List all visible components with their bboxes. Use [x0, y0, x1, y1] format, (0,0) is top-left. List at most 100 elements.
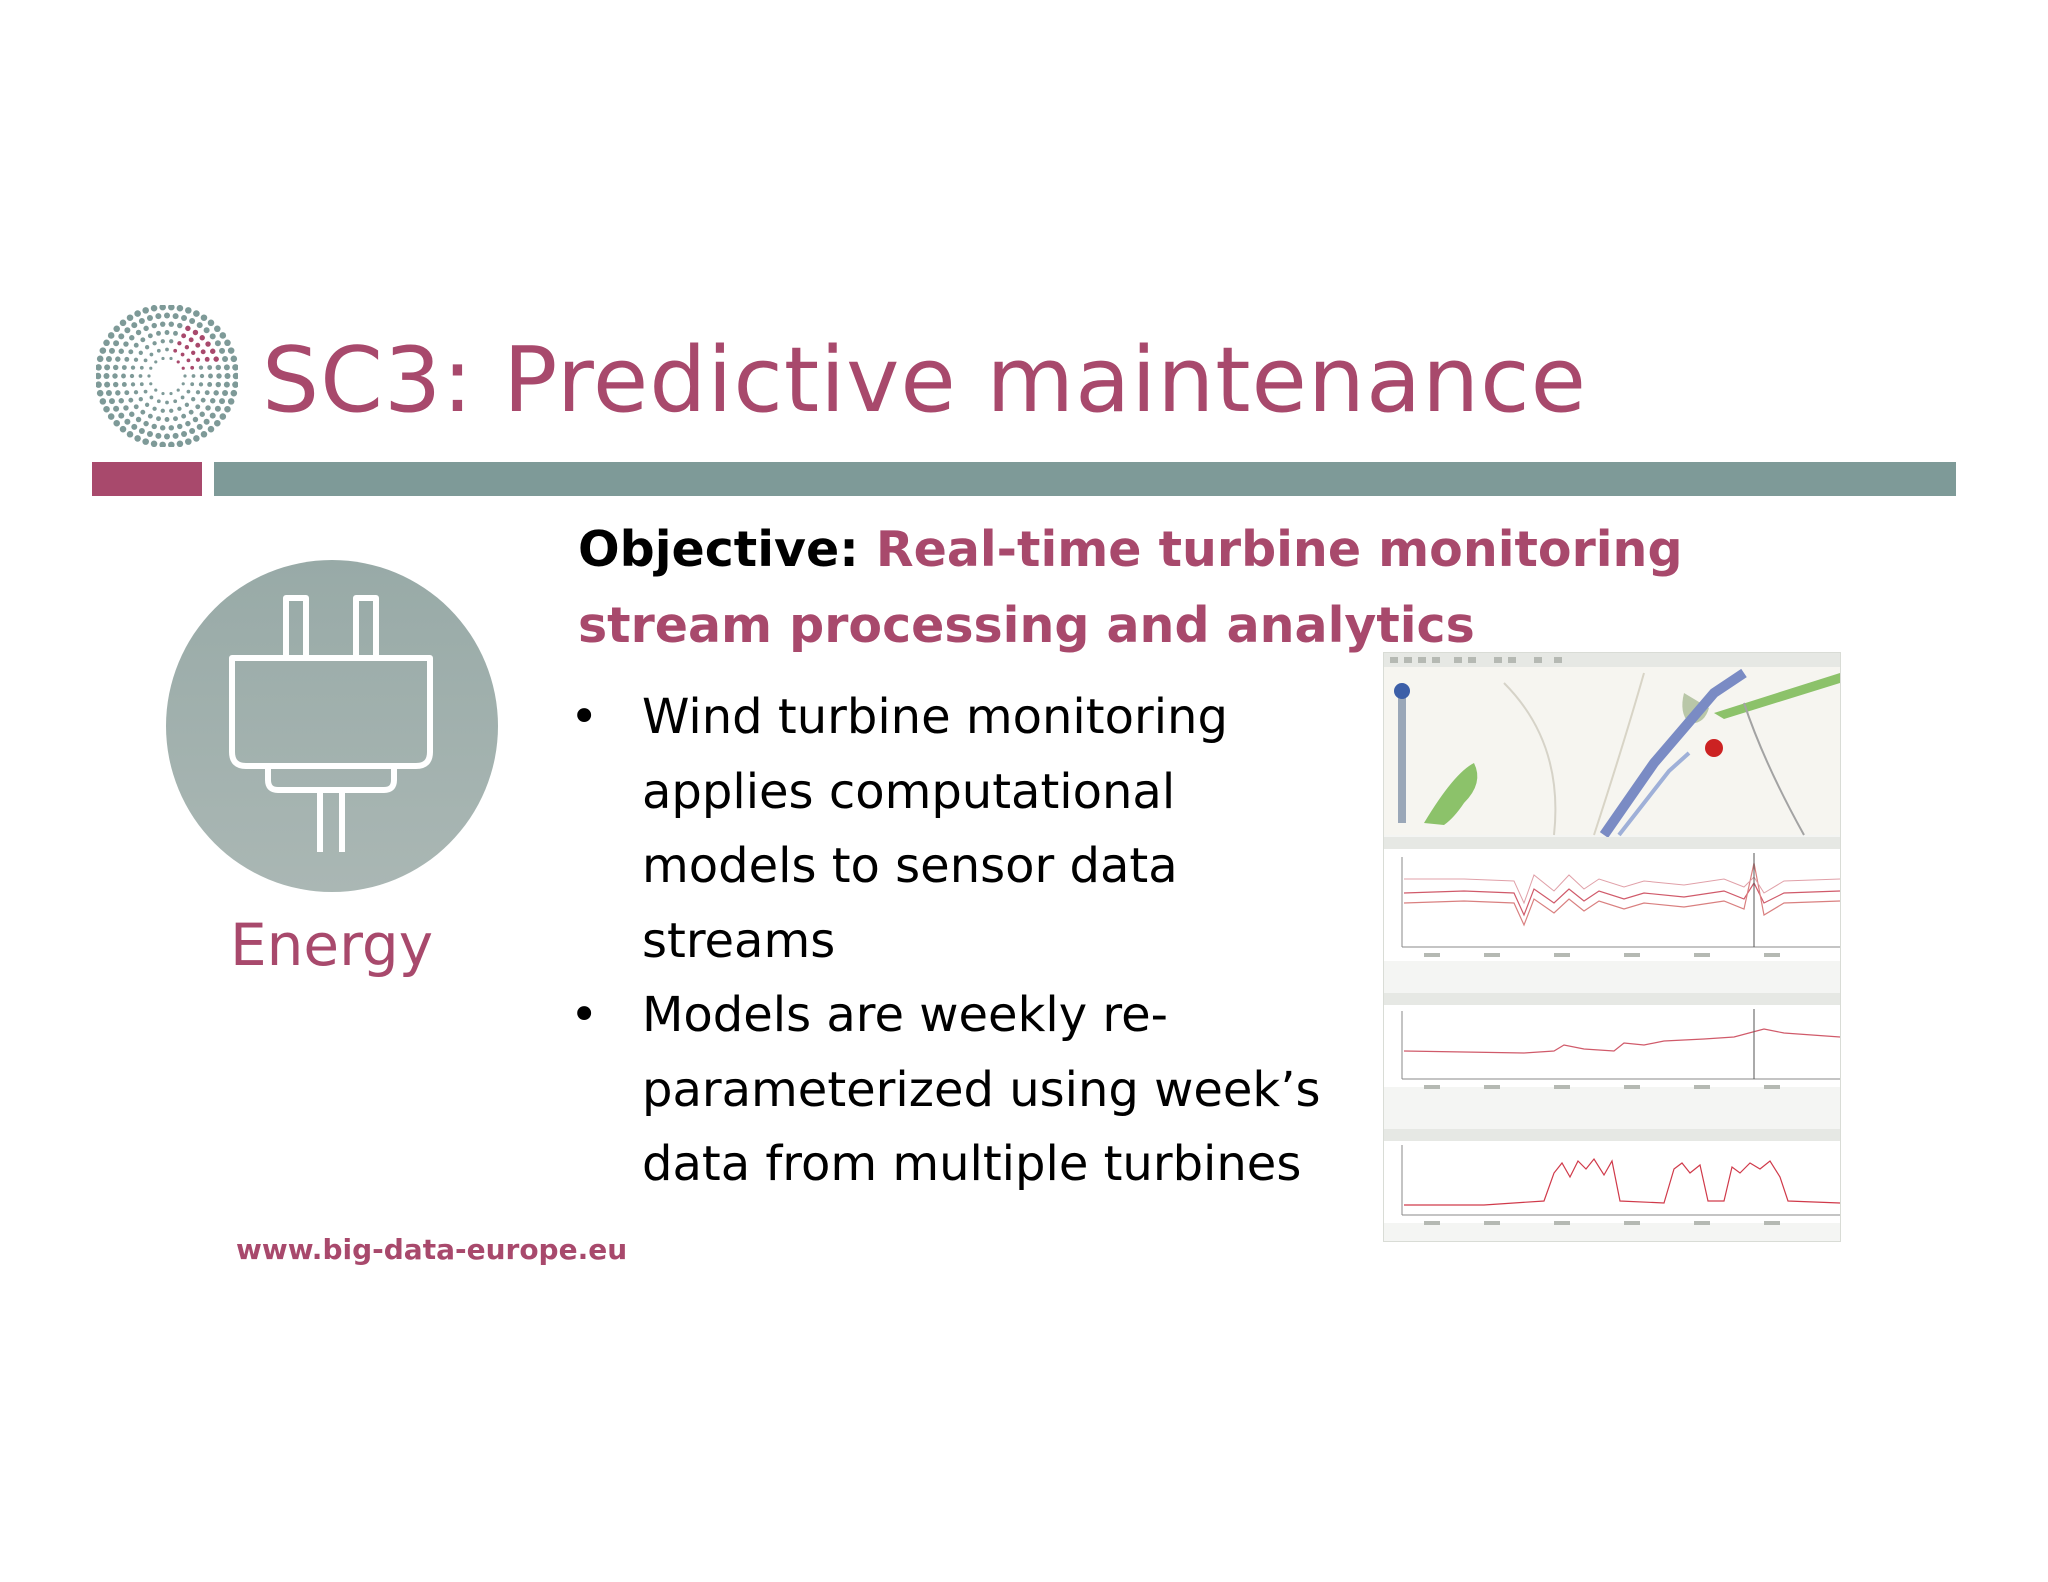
website-url[interactable]: www.big-data-europe.eu [236, 1233, 628, 1266]
bullet-text: Wind turbine monitoring applies computat… [642, 689, 1228, 969]
logo-dot [169, 356, 173, 361]
logo-dot [193, 435, 200, 442]
bullet-list: • Wind turbine monitoring applies comput… [566, 680, 1326, 1202]
logo-dot [139, 365, 144, 370]
logo-dot [208, 373, 213, 379]
logo-dot [230, 389, 238, 397]
logo-dot [131, 423, 138, 430]
logo-dot [164, 330, 170, 335]
power-plug-icon [166, 560, 498, 892]
logo-dot [168, 305, 175, 311]
logo-dot [151, 322, 157, 329]
logo-dot [227, 347, 235, 354]
logo-dot [123, 341, 129, 347]
logo-dot [224, 339, 231, 347]
logo-dot [96, 372, 102, 380]
logo-dot [159, 305, 166, 311]
logo-dot [144, 402, 150, 407]
logo-dot [104, 381, 111, 388]
logo-dot [161, 356, 165, 361]
logo-dot [191, 374, 196, 378]
logo-dot [154, 388, 158, 392]
logo-dot [107, 413, 115, 420]
logo-dot [191, 397, 196, 402]
logo-dot [190, 365, 195, 370]
logo-dot [164, 433, 170, 440]
logo-dot [214, 419, 221, 427]
logo-dot [207, 365, 213, 370]
logo-dot [180, 352, 185, 357]
bullet-item: • Wind turbine monitoring applies comput… [566, 680, 1326, 978]
logo-dot [188, 409, 194, 415]
logo-dot [168, 321, 175, 327]
logo-dot [160, 408, 165, 413]
logo-dot [181, 382, 185, 386]
logo-dot [204, 390, 210, 396]
logo-dot [156, 399, 161, 404]
logo-dot [113, 340, 120, 347]
logo-dot [96, 389, 104, 397]
logo-dot [128, 349, 134, 355]
logo-dot [160, 339, 165, 344]
logo-dot [210, 348, 216, 354]
logo-dot [215, 381, 222, 388]
bullet-dot: • [570, 987, 599, 1043]
logo-dot [215, 364, 222, 371]
logo-dot [203, 327, 210, 334]
category-label: Energy [230, 911, 434, 979]
logo-dot [155, 432, 162, 439]
logo-dot [176, 305, 184, 312]
logo-dot [113, 405, 120, 412]
logo-dot [207, 319, 215, 327]
logo-dot [159, 321, 166, 327]
logo-dot [232, 364, 238, 371]
logo-dot [184, 402, 190, 407]
logo-dot [168, 441, 175, 447]
logo-dot [126, 314, 134, 322]
logo-dot [126, 430, 134, 438]
logo-dot [230, 355, 238, 363]
logo-dot [113, 325, 120, 333]
logo-dot [193, 310, 200, 317]
logo-dot [177, 406, 182, 411]
logo-dot [191, 350, 196, 355]
logo-dot [214, 405, 221, 412]
logo-dot [173, 416, 178, 422]
logo-dot [105, 355, 112, 362]
logo-dot [185, 438, 192, 445]
logo-dot [119, 425, 127, 433]
logo-dot [112, 364, 119, 371]
turbine-monitoring-dashboard-image [1383, 652, 1841, 1242]
logo-dot [143, 358, 148, 363]
logo-dot [195, 357, 201, 362]
logo-dot [118, 412, 125, 419]
logo-dot [119, 319, 127, 327]
logo-dot [195, 342, 201, 348]
objective-text: Objective: Real-time turbine monitoring … [578, 512, 1868, 664]
logo-dot [134, 310, 141, 317]
logo-dot [214, 325, 221, 333]
logo-dot [139, 382, 144, 387]
logo-dot [138, 317, 145, 324]
logo-dot [164, 417, 170, 422]
logo-dot [188, 337, 194, 343]
logo-dot [108, 398, 115, 405]
logo-dot [161, 391, 165, 396]
logo-dot [154, 360, 158, 364]
logo-dot [130, 365, 136, 370]
logo-dot [146, 431, 153, 438]
logo-dot [173, 348, 178, 353]
logo-dot [186, 389, 191, 394]
logo-dot [138, 397, 143, 402]
logo-dot [147, 333, 153, 339]
logo-dot [190, 382, 195, 387]
logo-dot [183, 374, 187, 378]
logo-dot [142, 307, 149, 314]
logo-dot [96, 355, 104, 363]
logo-dot [124, 418, 131, 425]
logo-dot [186, 358, 191, 363]
logo-dot [189, 428, 196, 435]
logo-dot [124, 327, 131, 334]
logo-dot [130, 382, 136, 387]
logo-dot [232, 372, 238, 380]
